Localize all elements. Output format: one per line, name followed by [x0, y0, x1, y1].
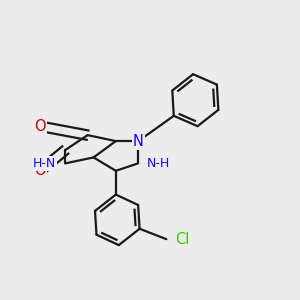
Text: N: N — [133, 134, 143, 148]
Text: O: O — [34, 119, 46, 134]
Text: H-N: H-N — [33, 157, 56, 170]
Text: Cl: Cl — [175, 232, 190, 247]
Text: O: O — [34, 163, 46, 178]
Text: N-H: N-H — [147, 157, 170, 170]
